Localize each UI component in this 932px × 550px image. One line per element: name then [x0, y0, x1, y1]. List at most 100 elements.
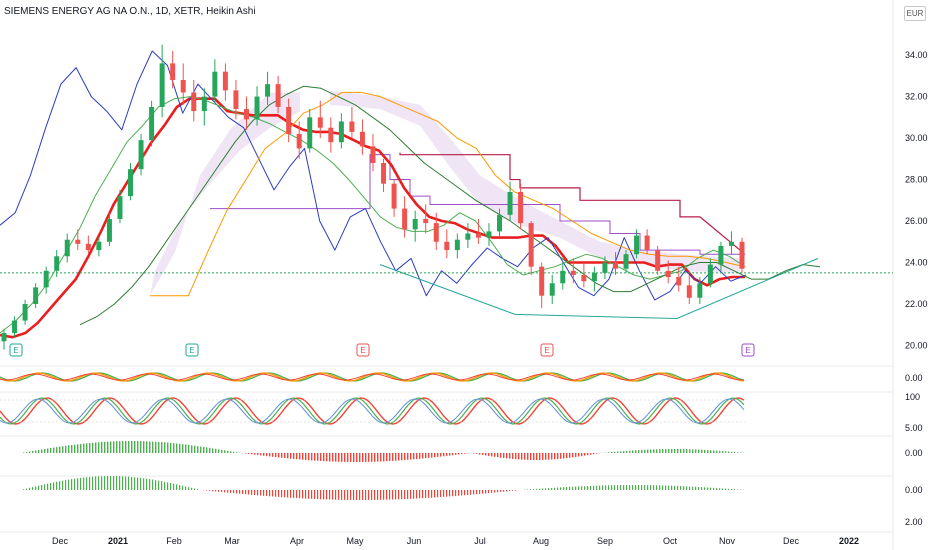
histogram-bar — [188, 487, 190, 490]
histogram-bar — [59, 446, 61, 453]
panel-tick-label: 2.00 — [905, 517, 923, 527]
histogram-bar — [332, 453, 334, 462]
histogram-bar — [470, 490, 472, 495]
histogram-bar — [272, 490, 274, 497]
histogram-bar — [227, 450, 229, 453]
histogram-bar — [386, 453, 388, 462]
oscillator-line — [0, 397, 745, 425]
histogram-bar — [68, 479, 70, 490]
histogram-bar — [287, 453, 289, 459]
histogram-bar — [662, 485, 664, 490]
histogram-bar — [281, 490, 283, 498]
x-tick-label: Apr — [290, 536, 304, 546]
histogram-bar — [35, 450, 37, 453]
histogram-bar — [662, 449, 664, 453]
histogram-bar — [290, 453, 292, 459]
histogram-bar — [71, 445, 73, 453]
histogram-bar — [44, 484, 46, 490]
histogram-bar — [53, 447, 55, 453]
histogram-bar — [344, 453, 346, 462]
histogram-bar — [134, 441, 136, 453]
panel-tick-label: 0.00 — [905, 485, 923, 495]
candle-body — [697, 283, 703, 298]
candle-body — [85, 243, 91, 251]
candle-body — [581, 274, 587, 282]
histogram-bar — [65, 445, 67, 453]
histogram-bar — [725, 488, 727, 490]
histogram-bar — [92, 442, 94, 453]
histogram-bar — [62, 446, 64, 453]
histogram-bar — [665, 485, 667, 490]
histogram-bar — [668, 449, 670, 453]
earnings-marker[interactable] — [540, 343, 554, 357]
candle-body — [212, 71, 218, 97]
histogram-bar — [341, 453, 343, 462]
x-tick-label: Mar — [224, 536, 240, 546]
price-axis[interactable]: 20.00 22.00 24.00 26.00 28.00 30.00 32.00 34.00 — [905, 50, 928, 350]
histogram-bar — [680, 486, 682, 490]
histogram-bar — [551, 453, 553, 460]
candles — [1, 44, 745, 350]
histogram-bar — [581, 453, 583, 457]
histogram-bar — [266, 453, 268, 457]
histogram-bar — [674, 485, 676, 490]
histogram-bar — [704, 487, 706, 490]
cloud-fill — [330, 90, 740, 273]
histogram-bar — [362, 453, 364, 462]
histogram-bar — [506, 453, 508, 459]
histogram-bar — [587, 453, 589, 456]
earnings-marker[interactable] — [9, 343, 23, 357]
earnings-marker[interactable] — [185, 343, 199, 357]
time-axis[interactable]: Dec 2021 Feb Mar Apr May Jun Jul Aug Sep Oct Nov Dec… — [52, 536, 859, 546]
histogram-bar — [692, 486, 694, 490]
histogram-bar — [245, 490, 247, 495]
histogram-bar — [239, 490, 241, 494]
histogram-bar — [233, 490, 235, 494]
candle-body — [222, 71, 228, 91]
histogram-bar — [380, 490, 382, 500]
candle-body — [170, 63, 176, 80]
candle-body — [707, 264, 713, 284]
histogram-bar — [242, 490, 244, 495]
histogram-bar — [665, 449, 667, 453]
histogram-bar — [737, 452, 739, 453]
histogram-bar — [110, 441, 112, 453]
earnings-marker[interactable] — [356, 343, 370, 357]
earnings-marker-label: E — [745, 346, 750, 355]
histogram-bar — [548, 488, 550, 490]
histogram-bar — [38, 449, 40, 453]
currency-badge[interactable]: EUR — [904, 6, 926, 21]
histogram-bar — [332, 490, 334, 500]
histogram-bar — [464, 490, 466, 496]
histogram-bar — [503, 490, 505, 492]
histogram-bar — [329, 490, 331, 500]
histogram-bar — [401, 453, 403, 461]
histogram-bar — [479, 453, 481, 455]
histogram-bar — [77, 478, 79, 490]
histogram-bar — [353, 490, 355, 500]
candle-body — [412, 218, 418, 230]
histogram-bar — [311, 490, 313, 499]
histogram-bar — [224, 490, 226, 493]
histogram-bar — [344, 490, 346, 500]
earnings-marker[interactable] — [741, 343, 755, 357]
histogram-bar — [176, 443, 178, 453]
histogram-bar — [443, 490, 445, 497]
histogram-bar — [581, 486, 583, 490]
histogram-bar — [125, 441, 127, 453]
histogram-bar — [53, 482, 55, 490]
histogram-bar — [92, 476, 94, 490]
histogram-bar — [416, 490, 418, 499]
histogram-bar — [194, 488, 196, 490]
histogram-bar — [113, 476, 115, 490]
candle-body — [328, 127, 334, 143]
histogram-bar — [449, 490, 451, 497]
histogram-bar — [353, 453, 355, 462]
histogram-bar — [398, 490, 400, 500]
histogram-bar — [452, 490, 454, 497]
histogram-bar — [638, 450, 640, 453]
histogram-bar — [44, 448, 46, 453]
histogram-bar — [290, 490, 292, 498]
